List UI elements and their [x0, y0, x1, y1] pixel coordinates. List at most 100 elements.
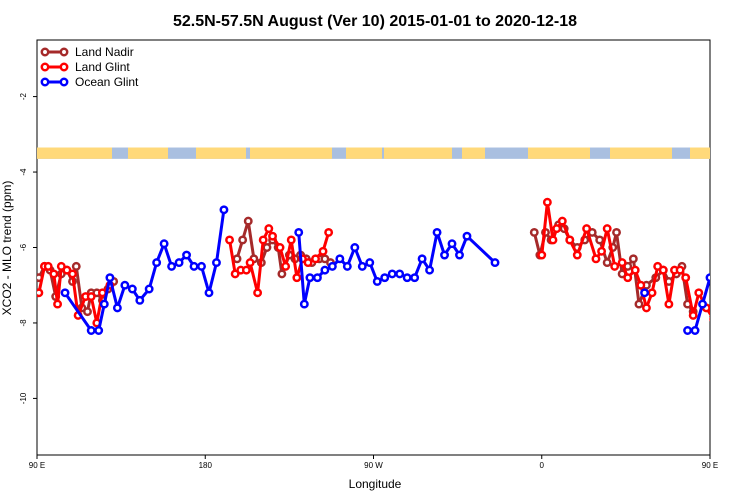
- legend-marker: [59, 62, 69, 72]
- data-point: [281, 261, 291, 271]
- map-strip: [37, 147, 710, 159]
- data-point: [97, 288, 107, 298]
- data-point: [350, 243, 360, 252]
- data-point: [311, 254, 320, 264]
- data-point: [681, 273, 691, 283]
- data-point: [729, 286, 735, 292]
- data-point: [595, 235, 605, 245]
- data-point: [277, 269, 287, 279]
- data-point: [303, 258, 313, 268]
- y-tick-label: -6: [19, 243, 28, 251]
- data-point: [597, 246, 607, 256]
- data-point: [245, 258, 255, 268]
- data-point: [342, 261, 352, 271]
- data-point: [365, 258, 375, 268]
- data-point: [232, 254, 242, 264]
- data-point: [189, 261, 199, 271]
- data-point: [320, 265, 330, 275]
- data-point: [690, 326, 700, 335]
- data-point: [658, 265, 668, 275]
- data-point: [243, 216, 253, 226]
- data-point: [557, 216, 567, 226]
- map-strip-land-europe: [346, 147, 382, 159]
- data-point: [219, 205, 229, 215]
- map-strip-land-alaska: [196, 147, 246, 159]
- data-point: [417, 254, 427, 264]
- data-point: [565, 235, 575, 245]
- data-point: [694, 288, 704, 298]
- data-point: [99, 299, 109, 309]
- data-point: [68, 269, 77, 279]
- data-point: [410, 273, 420, 283]
- data-point: [94, 326, 104, 335]
- data-point: [318, 246, 328, 256]
- y-tick-label: -4: [19, 168, 28, 176]
- legend-marker: [40, 77, 50, 87]
- data-point: [275, 243, 285, 252]
- data-point: [628, 254, 638, 264]
- legend-item: Land Nadir: [40, 45, 134, 59]
- data-point: [320, 254, 330, 264]
- data-point: [327, 261, 337, 271]
- data-point: [120, 280, 130, 290]
- data-point: [230, 269, 240, 279]
- data-point: [640, 288, 650, 298]
- data-point: [634, 299, 644, 309]
- data-point: [387, 269, 397, 279]
- data-point: [264, 224, 274, 234]
- data-point: [268, 231, 277, 241]
- series-layer: [37, 197, 750, 335]
- data-point: [602, 224, 612, 234]
- legend-marker: [59, 77, 69, 87]
- x-tick-label: 90 W: [364, 461, 383, 470]
- data-point: [709, 316, 710, 322]
- data-point: [56, 261, 66, 271]
- data-point: [182, 250, 192, 260]
- series-line: [687, 276, 710, 332]
- legend-item: Land Glint: [40, 60, 130, 74]
- data-point: [705, 273, 710, 283]
- map-strip-land-russia: [528, 147, 590, 159]
- data-point: [572, 250, 582, 260]
- data-point: [152, 258, 162, 268]
- data-point: [548, 235, 558, 245]
- x-axis-label: Longitude: [349, 477, 402, 491]
- data-point: [552, 224, 562, 234]
- data-point: [167, 261, 177, 271]
- map-strip-land-edge: [690, 147, 710, 159]
- data-point: [144, 284, 154, 294]
- data-point: [83, 307, 92, 317]
- chart-title: 52.5N-57.5N August (Ver 10) 2015-01-01 t…: [173, 13, 577, 30]
- legend-marker: [59, 47, 69, 57]
- data-point: [698, 299, 707, 309]
- data-point: [357, 261, 367, 271]
- data-point: [294, 227, 304, 237]
- map-strip-land-kamchatka: [128, 147, 168, 159]
- data-point: [204, 288, 214, 298]
- data-point: [212, 258, 221, 268]
- data-point: [641, 303, 651, 313]
- x-tick-label: 90 E: [702, 461, 718, 470]
- data-point: [43, 261, 53, 271]
- legend-label: Land Glint: [75, 60, 130, 74]
- data-point: [537, 250, 547, 260]
- legend-item: Ocean Glint: [40, 75, 139, 89]
- data-point: [312, 273, 322, 283]
- data-point: [425, 265, 435, 275]
- data-point: [60, 288, 70, 298]
- data-point: [623, 273, 633, 283]
- data-point: [197, 261, 206, 271]
- data-point: [432, 227, 442, 237]
- data-point: [305, 273, 315, 283]
- data-point: [286, 235, 296, 245]
- data-point: [258, 235, 268, 245]
- data-point: [744, 286, 750, 292]
- data-point: [395, 269, 405, 279]
- y-axis-label: XCO2 - MLO trend (ppm): [0, 181, 14, 316]
- data-point: [380, 273, 390, 283]
- data-point: [647, 288, 657, 298]
- data-point: [86, 326, 96, 335]
- data-point: [37, 288, 44, 298]
